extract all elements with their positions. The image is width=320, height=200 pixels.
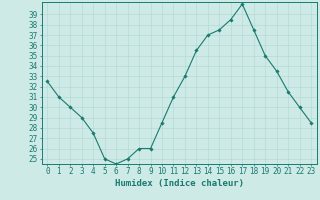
X-axis label: Humidex (Indice chaleur): Humidex (Indice chaleur) [115,179,244,188]
